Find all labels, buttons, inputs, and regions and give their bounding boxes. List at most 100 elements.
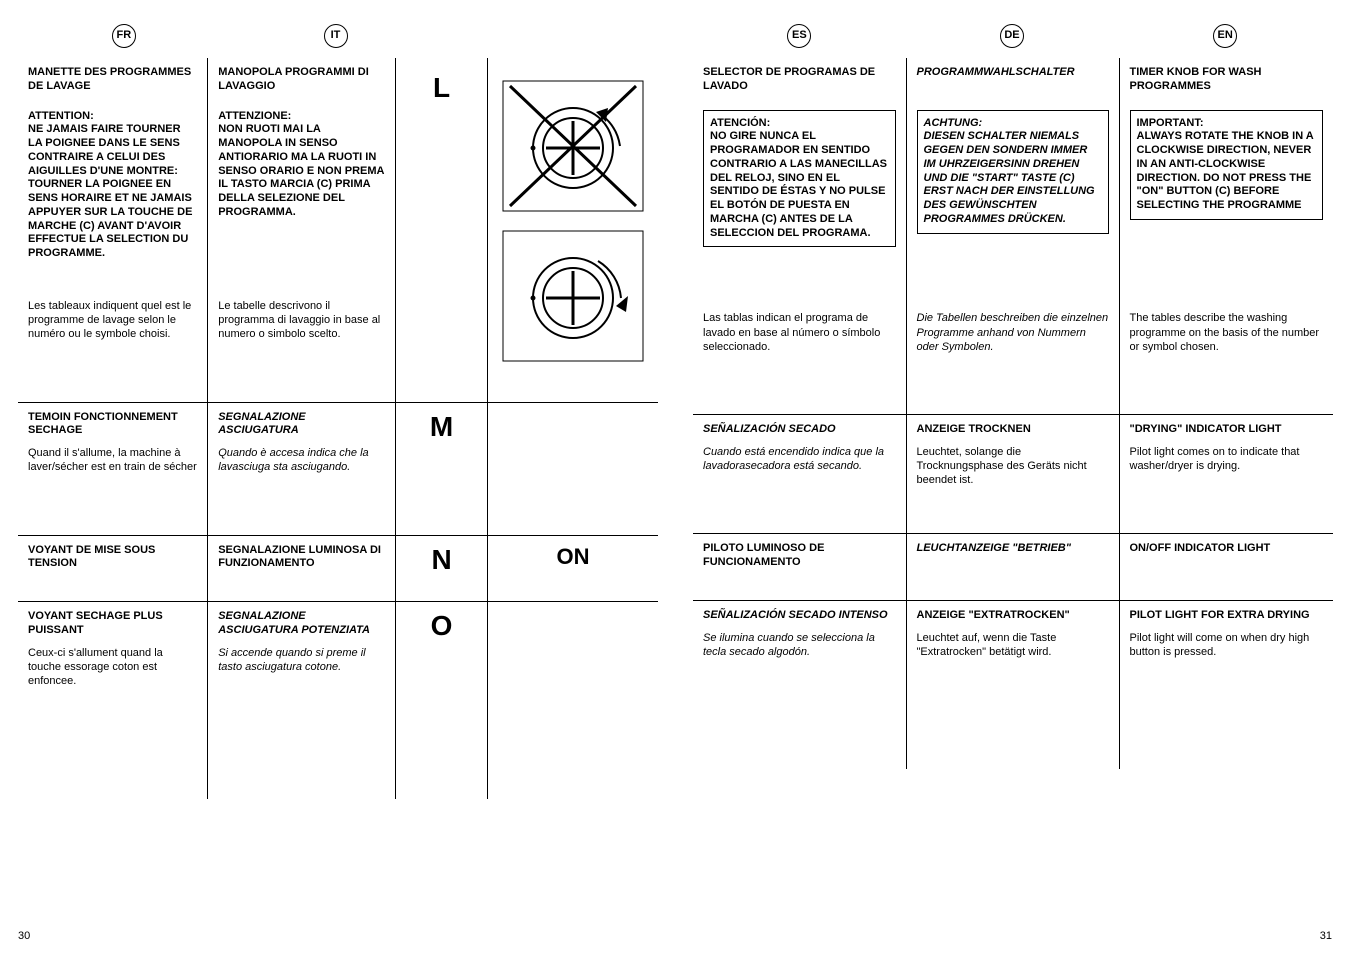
letter-L: L	[406, 66, 477, 104]
es-r4-body: Se ilumina cuando se selecciona la tecla…	[703, 631, 896, 660]
en-r2-body: Pilot light comes on to indicate that wa…	[1130, 445, 1324, 474]
lang-badge-de: DE	[1000, 24, 1024, 48]
de-r1-title: PROGRAMMWAHLSCHALTER	[917, 66, 1109, 80]
cell-it-r4: SEGNALAZIONE ASCIUGATURA POTENZIATA Si a…	[208, 602, 396, 799]
cell-de-r1-bold: ACHTUNG: DIESEN SCHALTER NIEMALS GEGEN D…	[906, 102, 1119, 256]
lang-header-it: IT	[230, 20, 442, 58]
cell-image-O	[487, 602, 658, 799]
letter-N: N	[406, 544, 477, 576]
page-number-left: 30	[18, 930, 30, 942]
cell-knob-images	[487, 58, 658, 402]
cell-it-r1-title: MANOPOLA PROGRAMMI DI LAVAGGIO	[208, 58, 396, 102]
lang-badge-fr: FR	[112, 24, 136, 48]
fr-r1-body: Les tableaux indiquent quel est le progr…	[28, 299, 197, 342]
label-ON: ON	[498, 544, 648, 570]
cell-es-r1-title: SELECTOR DE PROGRAMAS DE LAVADO	[693, 58, 906, 102]
es-r3-title: PILOTO LUMINOSO DE FUNCIONAMENTO	[703, 542, 896, 570]
en-r1-title: TIMER KNOB FOR WASH PROGRAMMES	[1130, 66, 1324, 94]
cell-fr-r1-title: MANETTE DES PROGRAMMES DE LAVAGE	[18, 58, 208, 102]
cell-ON: ON	[487, 535, 658, 602]
cell-de-r2: ANZEIGE TROCKNEN Leuchtet, solange die T…	[906, 415, 1119, 534]
fr-r2-title: TEMOIN FONCTIONNEMENT SECHAGE	[28, 411, 197, 439]
it-r2-title: SEGNALAZIONE ASCIUGATURA	[218, 411, 385, 439]
cell-fr-r1-bold: ATTENTION: NE JAMAIS FAIRE TOURNER LA PO…	[18, 102, 208, 269]
fr-r1-title: MANETTE DES PROGRAMMES DE LAVAGE	[28, 66, 197, 94]
letter-M: M	[406, 411, 477, 443]
knob-clockwise	[498, 226, 648, 366]
cell-it-r3: SEGNALAZIONE LUMINOSA DI FUNZIONAMENTO	[208, 535, 396, 602]
cell-letter-L: L	[396, 58, 488, 402]
cell-es-r3: PILOTO LUMINOSO DE FUNCIONAMENTO	[693, 534, 906, 601]
de-r2-title: ANZEIGE TROCKNEN	[917, 423, 1109, 437]
fr-r4-title: VOYANT SECHAGE PLUS PUISSANT	[28, 610, 197, 638]
cell-de-r3: LEUCHTANZEIGE "BETRIEB"	[906, 534, 1119, 601]
en-r3-title: ON/OFF INDICATOR LIGHT	[1130, 542, 1324, 556]
cell-en-r1-body: The tables describe the washing programm…	[1119, 255, 1333, 414]
lang-badge-es: ES	[787, 24, 811, 48]
cell-es-r1-bold: ATENCIÓN: NO GIRE NUNCA EL PROGRAMADOR E…	[693, 102, 906, 256]
es-r2-body: Cuando está encendido indica que la lava…	[703, 445, 896, 474]
cell-it-r1-body: Le tabelle descrivono il programma di la…	[208, 269, 396, 402]
es-r1-body: Las tablas indican el programa de lavado…	[703, 311, 896, 354]
header-spacer-2	[549, 20, 657, 58]
cell-en-r4: PILOT LIGHT FOR EXTRA DRYING Pilot light…	[1119, 600, 1333, 769]
lang-header-fr: FR	[18, 20, 230, 58]
cell-fr-r4: VOYANT SECHAGE PLUS PUISSANT Ceux-ci s'a…	[18, 602, 208, 799]
fr-r3-title: VOYANT DE MISE SOUS TENSION	[28, 544, 197, 572]
es-r2-title: SEÑALIZACIÓN SECADO	[703, 423, 896, 437]
it-r4-body: Si accende quando si preme il tasto asci…	[218, 646, 385, 675]
cell-de-r4: ANZEIGE "EXTRATROCKEN" Leuchtet auf, wen…	[906, 600, 1119, 769]
cell-en-r2: "DRYING" INDICATOR LIGHT Pilot light com…	[1119, 415, 1333, 534]
cell-en-r3: ON/OFF INDICATOR LIGHT	[1119, 534, 1333, 601]
cell-es-r4: SEÑALIZACIÓN SECADO INTENSO Se ilumina c…	[693, 600, 906, 769]
en-r1-bold: IMPORTANT: ALWAYS ROTATE THE KNOB IN A C…	[1137, 117, 1317, 213]
it-r1-title: MANOPOLA PROGRAMMI DI LAVAGGIO	[218, 66, 385, 94]
de-r1-bold: ACHTUNG: DIESEN SCHALTER NIEMALS GEGEN D…	[924, 117, 1102, 227]
de-r1-body: Die Tabellen beschreiben die einzelnen P…	[917, 311, 1109, 354]
knob-anticlockwise-crossed	[498, 76, 648, 216]
en-r4-title: PILOT LIGHT FOR EXTRA DRYING	[1130, 609, 1324, 623]
knob-svg-1	[498, 76, 648, 216]
cell-it-r2: SEGNALAZIONE ASCIUGATURA Quando è accesa…	[208, 402, 396, 535]
it-r4-title: SEGNALAZIONE ASCIUGATURA POTENZIATA	[218, 610, 385, 638]
cell-de-r1-title: PROGRAMMWAHLSCHALTER	[906, 58, 1119, 102]
cell-es-r1-body: Las tablas indican el programa de lavado…	[693, 255, 906, 414]
lang-badge-en: EN	[1213, 24, 1237, 48]
lang-header-en: EN	[1118, 20, 1332, 58]
page-number-right: 31	[1320, 930, 1332, 942]
it-r3-title: SEGNALAZIONE LUMINOSA DI FUNZIONAMENTO	[218, 544, 385, 572]
fr-r4-body: Ceux-ci s'allument quand la touche essor…	[28, 646, 197, 689]
cell-it-r1-bold: ATTENZIONE: NON RUOTI MAI LA MANOPOLA IN…	[208, 102, 396, 269]
en-r2-title: "DRYING" INDICATOR LIGHT	[1130, 423, 1324, 437]
en-r1-body: The tables describe the washing programm…	[1130, 311, 1324, 354]
fr-r2-body: Quand il s'allume, la machine à laver/sé…	[28, 446, 197, 475]
knob-svg-2	[498, 226, 648, 366]
es-r1-bold: ATENCIÓN: NO GIRE NUNCA EL PROGRAMADOR E…	[710, 117, 889, 241]
header-spacer-1	[441, 20, 549, 58]
cell-fr-r1-body: Les tableaux indiquent quel est le progr…	[18, 269, 208, 402]
es-r1-title: SELECTOR DE PROGRAMAS DE LAVADO	[703, 66, 896, 94]
de-r4-title: ANZEIGE "EXTRATROCKEN"	[917, 609, 1109, 623]
cell-letter-M: M	[396, 402, 488, 535]
header-row-right: ES DE EN	[693, 20, 1332, 58]
lang-badge-it: IT	[324, 24, 348, 48]
cell-fr-r2: TEMOIN FONCTIONNEMENT SECHAGE Quand il s…	[18, 402, 208, 535]
cell-de-r1-body: Die Tabellen beschreiben die einzelnen P…	[906, 255, 1119, 414]
en-r4-body: Pilot light will come on when dry high b…	[1130, 631, 1324, 660]
de-r2-body: Leuchtet, solange die Trocknungsphase de…	[917, 445, 1109, 488]
es-r4-title: SEÑALIZACIÓN SECADO INTENSO	[703, 609, 896, 623]
letter-O: O	[406, 610, 477, 642]
lang-header-de: DE	[906, 20, 1119, 58]
it-r1-body: Le tabelle descrivono il programma di la…	[218, 299, 385, 342]
right-table: SELECTOR DE PROGRAMAS DE LAVADO PROGRAMM…	[693, 58, 1333, 769]
cell-image-M	[487, 402, 658, 535]
cell-letter-O: O	[396, 602, 488, 799]
it-r2-body: Quando è accesa indica che la lavasciuga…	[218, 446, 385, 475]
cell-fr-r3: VOYANT DE MISE SOUS TENSION	[18, 535, 208, 602]
header-row-left: FR IT	[18, 20, 657, 58]
de-r4-body: Leuchtet auf, wenn die Taste "Extratrock…	[917, 631, 1109, 660]
left-page: FR IT MANETTE DES PROGRAMMES DE LAVAGE M…	[0, 0, 675, 954]
de-r3-title: LEUCHTANZEIGE "BETRIEB"	[917, 542, 1109, 556]
cell-letter-N: N	[396, 535, 488, 602]
cell-es-r2: SEÑALIZACIÓN SECADO Cuando está encendid…	[693, 415, 906, 534]
